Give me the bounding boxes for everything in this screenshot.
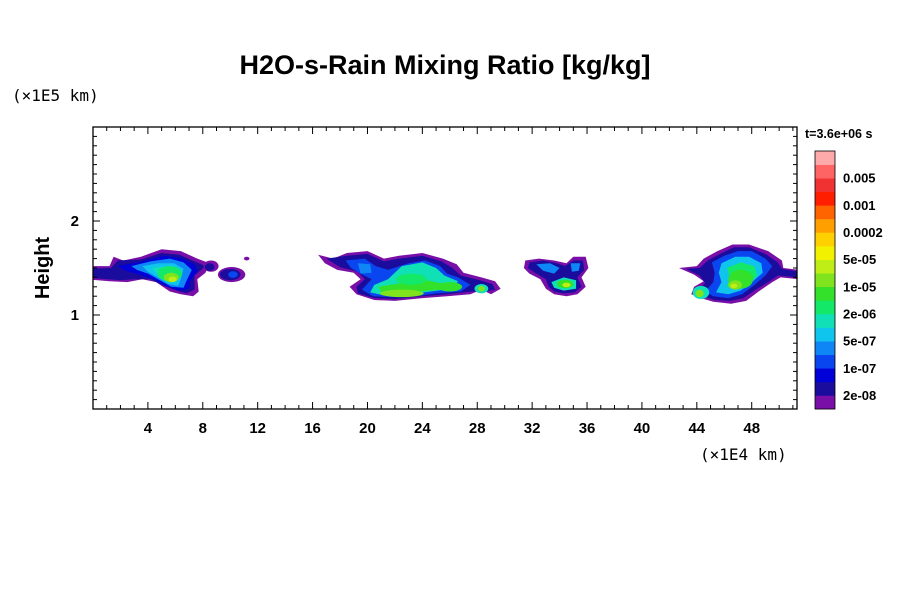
cloud-5-level-7	[730, 283, 738, 289]
colorbar-swatch	[815, 164, 835, 179]
cloud-3-level-6	[379, 289, 424, 298]
x-tick-label: 24	[414, 420, 431, 437]
x-tick-label: 28	[469, 420, 486, 437]
colorbar-label: 0.001	[843, 198, 876, 213]
y-tick-label: 2	[71, 213, 79, 230]
cloud-2-level-2	[228, 271, 238, 278]
cloud-4-level-2b	[570, 263, 581, 272]
time-label: t=3.6e+06 s	[805, 127, 872, 141]
x-tick-label: 40	[634, 420, 651, 437]
cloud-3-level-5	[396, 273, 427, 285]
x-unit-label: (×1E4 km)	[700, 445, 787, 464]
cloud-3-level-7	[437, 282, 463, 292]
cloud-1-level-8	[168, 276, 177, 283]
x-tick-label: 44	[688, 420, 705, 437]
cloud-5-level-9	[695, 289, 704, 298]
colorbar-swatch	[815, 395, 835, 410]
colorbar-swatch	[815, 354, 835, 369]
cloud-3-level-2b	[357, 263, 372, 274]
colorbar-label: 2e-06	[843, 306, 876, 321]
x-tick-label: 8	[199, 420, 207, 437]
y-unit-label: (×1E5 km)	[12, 86, 99, 105]
colorbar-frame	[814, 150, 836, 410]
colorbar-label: 0.005	[843, 171, 876, 186]
x-tick-label: 12	[249, 420, 266, 437]
colorbar-swatch	[815, 368, 835, 383]
colorbar-swatch	[815, 218, 835, 233]
cloud-1-puff-core	[204, 263, 215, 271]
colorbar-swatch	[815, 381, 835, 396]
colorbar-swatch	[815, 313, 835, 328]
y-tick-label: 1	[71, 307, 79, 324]
x-tick-labels: 4 8 12 16 20 24 28 32 36 40 44 48	[144, 420, 760, 437]
x-tick-label: 4	[144, 420, 153, 437]
colorbar-swatch	[815, 273, 835, 288]
colorbar-swatch	[815, 327, 835, 342]
colorbar-label: 2e-08	[843, 388, 876, 403]
colorbar-labels: 2e-08 1e-07 5e-07 2e-06 1e-05 5e-05 0.0002 0.00…	[843, 171, 883, 403]
colorbar-swatch	[815, 232, 835, 247]
colorbar-swatch	[815, 191, 835, 206]
colorbar-label: 0.0002	[843, 225, 883, 240]
y-axis-title: Height	[32, 237, 54, 300]
colorbar-swatch	[815, 286, 835, 301]
x-tick-label: 16	[304, 420, 321, 437]
contour-field	[93, 244, 797, 304]
colorbar-label: 5e-07	[843, 334, 876, 349]
colorbar-swatch	[815, 151, 835, 165]
x-tick-label: 36	[579, 420, 596, 437]
colorbar-swatch	[815, 341, 835, 355]
colorbar-swatch	[815, 205, 835, 220]
colorbar-swatch	[815, 259, 835, 274]
colorbar-swatch	[815, 178, 835, 193]
cloud-2-puff	[243, 256, 250, 261]
colorbar	[814, 150, 836, 410]
colorbar-label: 1e-07	[843, 361, 876, 376]
colorbar-label: 5e-05	[843, 252, 876, 267]
axis-ticks	[93, 127, 797, 409]
cloud-4-level-5	[562, 282, 571, 288]
x-tick-label: 48	[743, 420, 760, 437]
colorbar-swatch	[815, 246, 835, 260]
cloud-4-level-2a	[536, 263, 560, 274]
x-tick-label: 20	[359, 420, 376, 437]
colorbar-label: 1e-05	[843, 279, 876, 294]
y-tick-labels: 12	[71, 213, 79, 324]
chart-title: H2O-s-Rain Mixing Ratio [kg/kg]	[239, 50, 650, 80]
colorbar-swatch	[815, 300, 835, 315]
x-tick-label: 32	[524, 420, 541, 437]
cloud-3-level-9	[477, 285, 485, 292]
